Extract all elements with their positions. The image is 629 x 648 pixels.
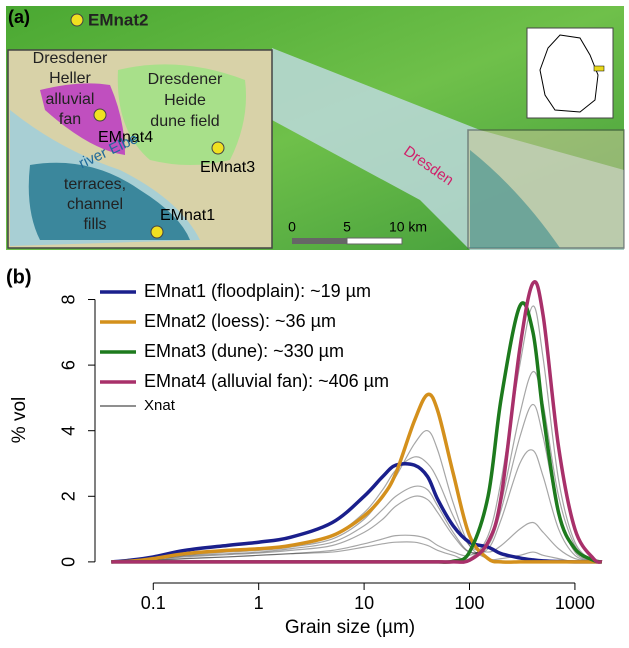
map-label: Dresdener [148, 71, 223, 88]
scale-bar [292, 238, 347, 244]
panel-label: (b) [6, 266, 32, 288]
y-tick-label: 8 [59, 295, 79, 305]
legend-label: Xnat [144, 397, 176, 414]
figure: (a) EMnat2 Dresdener Heller alluvial fan… [0, 0, 629, 643]
y-tick-label: 4 [59, 426, 79, 436]
site-marker [94, 109, 106, 121]
map-label: Dresdener [33, 50, 108, 67]
line [111, 394, 602, 562]
site-marker [212, 142, 224, 154]
germany-inset [527, 28, 613, 118]
x-axis-label: Grain size (µm) [285, 617, 415, 638]
legend-label: EMnat3 (dune): ~330 µm [144, 341, 344, 361]
y-tick-label: 0 [59, 557, 79, 567]
y-tick-label: 6 [59, 360, 79, 370]
site-marker [151, 226, 163, 238]
panel-label: (a) [8, 7, 30, 27]
scale-bar [347, 238, 402, 244]
map-label: fills [83, 216, 106, 233]
site-label: EMnat3 [200, 159, 255, 176]
map-label: Heller [49, 70, 91, 87]
site-label: EMnat1 [160, 207, 215, 224]
chart-panel: (b) Grain size (µm) % vol 0 2 4 6 8 0.1 1 10 100… [6, 266, 602, 638]
map-label: alluvial [46, 91, 95, 108]
legend-label: EMnat1 (floodplain): ~19 µm [144, 281, 371, 301]
line [111, 464, 602, 562]
x-tick-label: 10 [354, 593, 374, 613]
site-marker [71, 14, 83, 26]
scale-label: 10 km [389, 219, 427, 235]
x-tick-label: 100 [454, 593, 484, 613]
line [111, 372, 602, 562]
line [111, 404, 602, 561]
map-label: Heide [164, 92, 206, 109]
scale-label: 5 [343, 219, 351, 235]
map-label: fan [59, 111, 81, 128]
scale-label: 0 [288, 219, 296, 235]
legend-label: EMnat4 (alluvial fan): ~406 µm [144, 371, 389, 391]
y-tick-label: 2 [59, 491, 79, 501]
map-label: dune field [150, 113, 219, 130]
site-label: EMnat2 [88, 10, 148, 29]
x-tick-label: 1000 [555, 593, 595, 613]
x-tick-label: 1 [254, 593, 264, 613]
y-axis-label: % vol [9, 397, 30, 443]
legend-label: EMnat2 (loess): ~36 µm [144, 311, 336, 331]
x-tick-label: 0.1 [141, 593, 166, 613]
map-label: channel [67, 196, 123, 213]
location-marker [594, 66, 604, 71]
map-panel: (a) EMnat2 Dresdener Heller alluvial fan… [6, 6, 624, 250]
map-label: terraces, [64, 176, 126, 193]
